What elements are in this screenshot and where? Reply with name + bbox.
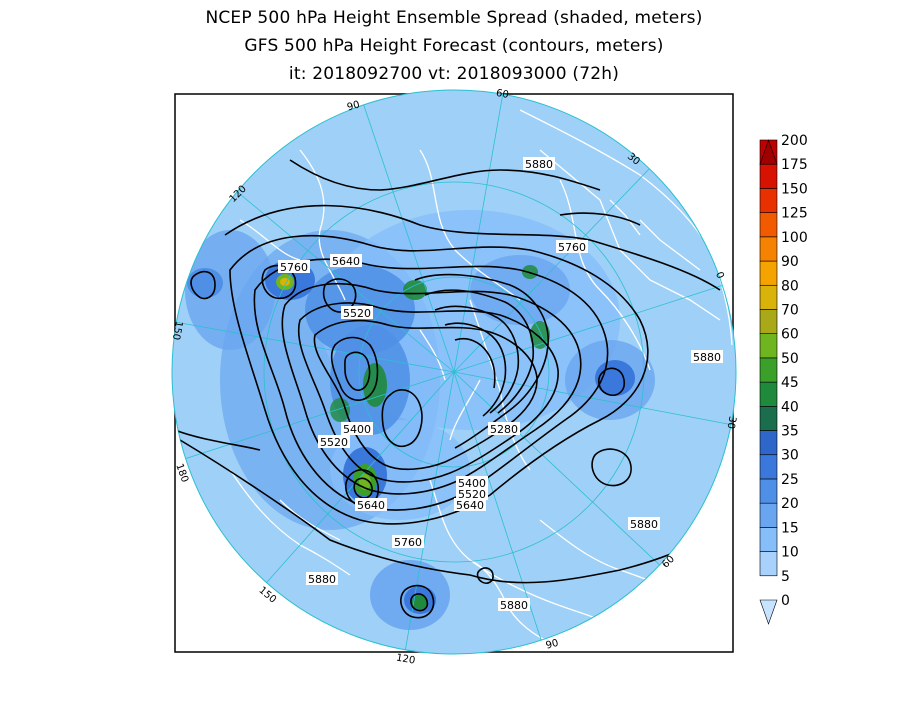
colorbar-tick-label: 150	[781, 181, 808, 197]
colorbar-tick-label: 20	[781, 496, 799, 512]
contour-label-box: 5880	[691, 350, 723, 364]
contour-label-text: 5880	[308, 573, 336, 586]
colorbar-tick-label: 90	[781, 254, 799, 270]
colorbar-swatch	[759, 139, 778, 165]
contour-label-text: 5880	[693, 351, 721, 364]
lon-label: 90	[346, 99, 361, 113]
colorbar-swatch	[759, 551, 778, 577]
colorbar-swatch	[759, 260, 778, 286]
coastlines	[229, 109, 733, 641]
colorbar-swatch	[759, 406, 778, 431]
colorbar-swatch	[759, 284, 778, 310]
contour-label-box: 5880	[498, 598, 530, 612]
title-line-1: NCEP 500 hPa Height Ensemble Spread (sha…	[205, 8, 703, 28]
contour-label-box: 5880	[628, 517, 660, 531]
colorbar-swatch	[759, 502, 778, 528]
contour-label-text: 5520	[320, 436, 348, 449]
contour-label-box: 5520	[341, 306, 373, 320]
colorbar-tick-label: 45	[781, 375, 799, 391]
contour-label-text: 5520	[458, 488, 486, 501]
contour-label-box: 5520	[318, 435, 350, 449]
colorbar-tick-label: 50	[781, 351, 799, 367]
contour-labels: 5880 5760 5640 5520 5760 5880 5400 5520	[278, 157, 723, 612]
title-line-3: it: 2018092700 vt: 2018093000 (72h)	[288, 64, 620, 84]
lon-label: 0	[713, 271, 726, 281]
contour-label-text: 5760	[394, 536, 422, 549]
map-boundary	[171, 89, 737, 655]
contour-label-box: 5280	[488, 422, 520, 436]
contour-label-box: 5880	[523, 157, 555, 171]
lon-label: 150	[170, 320, 184, 341]
colorbar-tick-label: 70	[781, 302, 799, 318]
contour-label-text: 5640	[456, 499, 484, 512]
colorbar-swatch	[759, 188, 778, 213]
colorbar-tick-label: 200	[781, 133, 808, 149]
lon-label: 60	[495, 88, 509, 101]
contour-label-box: 5760	[392, 535, 424, 549]
contour-label-text: 5760	[280, 261, 308, 274]
title-line-2: GFS 500 hPa Height Forecast (contours, m…	[244, 36, 664, 56]
contour-label-box: 5640	[330, 254, 362, 268]
colorbar: 0 5 10 15 20 25 30 35 40 45 50 60 70 80 90 100 125 150 175…	[759, 133, 808, 625]
contour-label-text: 5400	[343, 423, 371, 436]
colorbar-tick-label: 15	[781, 520, 799, 536]
contour-label-text: 5640	[332, 255, 360, 268]
spread-shading	[185, 210, 655, 630]
colorbar-swatch	[759, 454, 778, 480]
colorbar-swatch	[759, 430, 778, 456]
colorbar-swatch	[759, 527, 778, 552]
colorbar-swatch	[759, 309, 778, 334]
colorbar-tick-label: 30	[781, 448, 799, 464]
contour-label-text: 5640	[357, 499, 385, 512]
colorbar-tick-label: 175	[781, 157, 808, 173]
lon-label: 30	[725, 415, 738, 429]
colorbar-tick-label: 35	[781, 424, 799, 440]
contour-label-box: 5640	[454, 498, 486, 512]
colorbar-tick-label: 0	[781, 593, 790, 609]
colorbar-tick-label: 5	[781, 569, 790, 585]
colorbar-swatch	[759, 478, 778, 504]
colorbar-tick-label: 40	[781, 399, 799, 415]
contour-label-box: 5400	[456, 476, 488, 490]
contour-label-box: 5640	[355, 498, 387, 512]
colorbar-tick-label: 125	[781, 206, 808, 222]
contour-label-box: 5520	[456, 487, 488, 501]
contour-label-text: 5520	[343, 307, 371, 320]
colorbar-swatch	[759, 163, 778, 189]
lon-label: 120	[395, 653, 416, 667]
contour-label-text: 5880	[630, 518, 658, 531]
colorbar-swatch	[759, 599, 778, 625]
contour-label-text: 5760	[558, 241, 586, 254]
contour-label-text: 5880	[500, 599, 528, 612]
contour-label-text: 5880	[525, 158, 553, 171]
contour-label-box: 5760	[556, 240, 588, 254]
contour-label-box: 5400	[341, 422, 373, 436]
contour-label-box: 5760	[278, 260, 310, 274]
colorbar-tick-label: 60	[781, 327, 799, 343]
colorbar-tick-label: 10	[781, 545, 799, 561]
lon-label: 90	[545, 638, 560, 652]
contour-label-text: 5280	[490, 423, 518, 436]
colorbar-tick-label: 80	[781, 278, 799, 294]
colorbar-swatch	[759, 212, 778, 238]
colorbar-swatch	[759, 357, 778, 383]
colorbar-tick-label: 100	[781, 230, 808, 246]
contour-label-box: 5880	[306, 572, 338, 586]
colorbar-swatch	[759, 381, 778, 407]
contour-label-text: 5400	[458, 477, 486, 490]
colorbar-swatch	[759, 236, 778, 262]
colorbar-swatch	[759, 333, 778, 359]
colorbar-tick-label: 25	[781, 472, 799, 488]
height-contours	[174, 159, 734, 619]
